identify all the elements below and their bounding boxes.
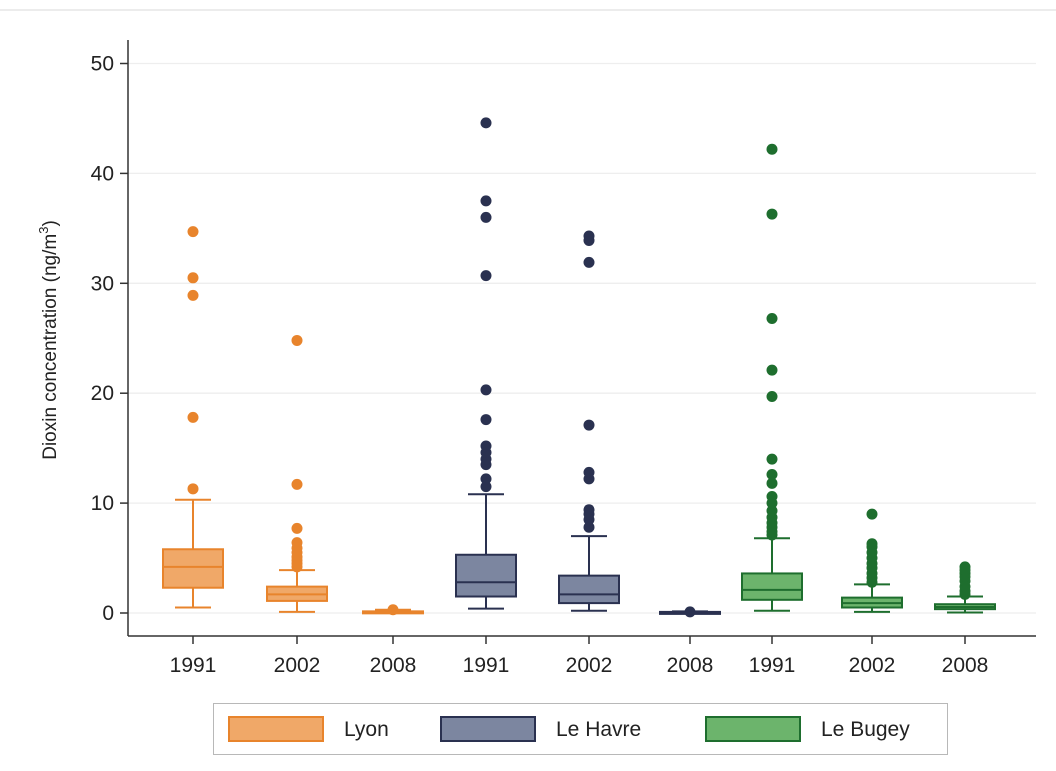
box-iqr — [741, 572, 803, 601]
x-tick-label-7: 2002 — [849, 654, 896, 677]
outlier-point — [187, 289, 199, 301]
box-lyon-1991 — [162, 226, 224, 609]
y-tick-label-40: 40 — [91, 162, 114, 185]
boxes — [162, 117, 996, 618]
outlier-point — [480, 481, 492, 493]
outlier-point — [480, 270, 492, 282]
box-le-bugey-1991 — [741, 143, 803, 612]
outlier-point — [480, 384, 492, 396]
outlier-point — [766, 390, 778, 402]
axis-labels: 0 10 20 30 40 50 1991 2002 2008 1991 2002 2008 1991 2… — [36, 53, 988, 678]
outlier-point — [480, 195, 492, 207]
box-le-havre-2002 — [558, 230, 620, 612]
x-tick-label-3: 1991 — [463, 654, 510, 677]
outlier-point — [187, 483, 199, 495]
outlier-point — [187, 272, 199, 284]
y-tick-label-0: 0 — [102, 602, 114, 625]
grid-lines — [128, 62, 1036, 614]
outlier-point — [583, 504, 595, 516]
outlier-point — [291, 537, 303, 549]
axes — [120, 40, 1036, 644]
outlier-point — [583, 230, 595, 242]
legend-swatch-le-bugey — [705, 716, 801, 742]
outlier-point — [766, 505, 778, 517]
legend-label-lyon: Lyon — [344, 718, 389, 741]
outlier-point — [583, 466, 595, 478]
x-tick-label-1: 2002 — [274, 654, 321, 677]
outlier-point — [291, 478, 303, 490]
outlier-point — [766, 491, 778, 503]
outlier-point — [583, 419, 595, 431]
outlier-point — [766, 469, 778, 481]
x-tick-label-0: 1991 — [170, 654, 217, 677]
outlier-point — [866, 538, 878, 550]
box-le-havre-2008 — [659, 606, 721, 618]
x-tick-label-5: 2008 — [667, 654, 714, 677]
outlier-point — [583, 256, 595, 268]
box-le-bugey-2002 — [841, 508, 903, 613]
outlier-point — [187, 411, 199, 423]
outlier-point — [766, 312, 778, 324]
outlier-point — [583, 521, 595, 533]
outlier-point — [187, 226, 199, 238]
box-iqr — [162, 548, 224, 589]
x-tick-label-6: 1991 — [749, 654, 796, 677]
outlier-point — [766, 143, 778, 155]
box-le-bugey-2008 — [934, 561, 996, 614]
outlier-point — [684, 606, 696, 618]
outlier-point — [866, 508, 878, 520]
box-le-havre-1991 — [455, 117, 517, 610]
outlier-point — [291, 334, 303, 346]
outlier-point — [766, 477, 778, 489]
outlier-point — [766, 364, 778, 376]
outlier-point — [480, 117, 492, 129]
outlier-point — [766, 208, 778, 220]
legend: Lyon Le Havre Le Bugey — [213, 703, 948, 755]
outlier-point — [766, 453, 778, 465]
legend-swatch-le-havre — [440, 716, 536, 742]
box-lyon-2002 — [266, 334, 328, 613]
outlier-point — [387, 604, 399, 616]
outlier-point — [480, 211, 492, 223]
box-iqr — [455, 553, 517, 598]
box-iqr — [558, 574, 620, 605]
x-tick-label-2: 2008 — [370, 654, 417, 677]
x-tick-label-4: 2002 — [566, 654, 613, 677]
outlier-point — [480, 473, 492, 485]
outlier-point — [291, 522, 303, 534]
outlier-point — [480, 440, 492, 452]
y-axis-title: Dioxin concentration (ng/m3) — [36, 220, 61, 460]
outlier-point — [480, 414, 492, 426]
legend-label-le-havre: Le Havre — [556, 718, 642, 741]
legend-label-le-bugey: Le Bugey — [821, 718, 910, 741]
outlier-point — [959, 561, 971, 573]
y-tick-label-50: 50 — [91, 53, 114, 76]
y-tick-label-20: 20 — [91, 382, 114, 405]
legend-swatch-lyon — [228, 716, 324, 742]
box-lyon-2008 — [362, 604, 424, 616]
y-tick-label-30: 30 — [91, 272, 114, 295]
y-tick-label-10: 10 — [91, 492, 114, 515]
x-tick-label-8: 2008 — [942, 654, 989, 677]
